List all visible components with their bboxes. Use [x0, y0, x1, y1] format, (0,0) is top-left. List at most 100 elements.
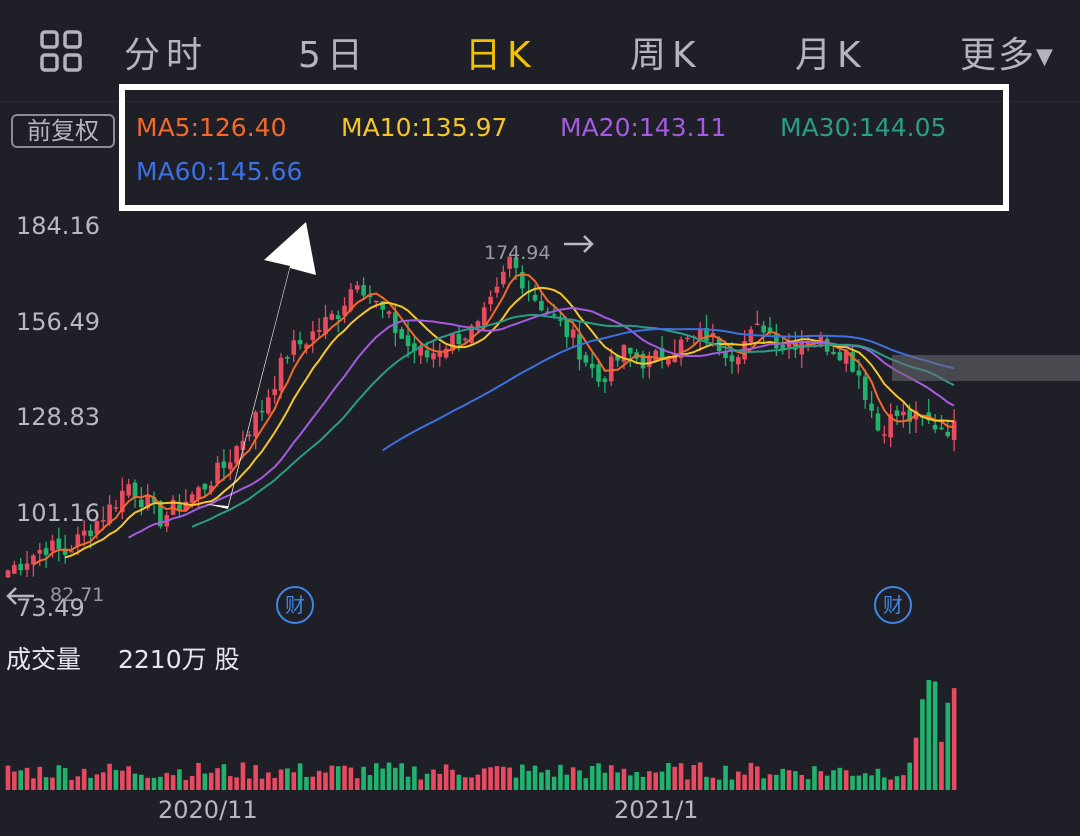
volume-bar [869, 775, 874, 790]
volume-bar [62, 767, 68, 790]
volume-bar [602, 772, 608, 790]
volume-bar [488, 767, 493, 790]
volume-bar [374, 763, 379, 790]
volume-bar [520, 764, 525, 790]
volume-bar [56, 765, 62, 790]
candle-body [50, 540, 55, 551]
volume-bar [69, 779, 74, 790]
candle-body [558, 319, 563, 321]
candle-body [532, 294, 538, 301]
candle-body [227, 462, 233, 470]
candle-body [481, 307, 487, 326]
volume-bar [323, 772, 328, 790]
volume-bar [862, 773, 868, 790]
volume-bar [875, 768, 881, 790]
candle-body [399, 329, 404, 339]
adjust-mode-button[interactable]: 前复权 [11, 114, 115, 148]
ma5-value: MA5:126.40 [136, 113, 287, 142]
volume-bar [939, 741, 944, 790]
volume-bar [437, 773, 443, 790]
candle-body [837, 352, 843, 361]
volume-bar [697, 762, 703, 790]
volume-bar [329, 765, 335, 790]
volume-bar [285, 768, 290, 790]
annotations [6, 222, 594, 605]
candle-body [24, 563, 30, 570]
tab-daily-k[interactable]: 日K [465, 35, 537, 76]
volume-bar [608, 765, 614, 790]
candle-body [901, 411, 906, 416]
volume-bar [253, 765, 258, 790]
volume-bar [577, 770, 582, 790]
candle-body [723, 350, 728, 359]
pointer-arrow-icon [206, 222, 316, 509]
volume-bar [215, 768, 220, 790]
tab-weekly-k[interactable]: 周K [630, 35, 702, 76]
volume-bar [526, 770, 531, 790]
volume-bar [24, 767, 30, 790]
candle-body [418, 345, 424, 356]
volume-bar [691, 765, 697, 790]
volume-bar [545, 769, 551, 790]
candle-body [570, 329, 576, 338]
candle-body [139, 499, 144, 508]
high-price-label: 174.94 [484, 242, 551, 264]
volume-bar [786, 770, 792, 790]
ma-lines [32, 273, 1080, 566]
ma30-value: MA30:144.05 [780, 113, 947, 142]
volume-bar [272, 777, 277, 790]
price-candles [5, 251, 957, 579]
low-arrow-icon [6, 587, 34, 605]
candle-body [640, 353, 646, 369]
candle-body [323, 317, 328, 335]
volume-bar [189, 775, 195, 790]
candle-body [126, 484, 131, 496]
volume-bar [647, 771, 652, 790]
candle-body [405, 335, 411, 346]
ma20-line [128, 306, 955, 539]
candle-body [456, 334, 462, 345]
tab-intraday[interactable]: 分时 [124, 35, 209, 76]
current-price-band [892, 355, 1080, 381]
candle-body [374, 300, 379, 303]
volume-bar [799, 774, 805, 790]
volume-bar [126, 766, 131, 790]
volume-bar [342, 765, 347, 790]
candle-body [729, 355, 735, 362]
candle-body [450, 333, 455, 351]
finance-report-marker[interactable]: 财 [874, 586, 912, 624]
volume-bar [234, 777, 239, 790]
volume-bar [5, 765, 11, 790]
volume-bar [596, 763, 601, 790]
volume-bar [177, 769, 182, 790]
volume-bar [666, 763, 671, 790]
volume-bar [386, 762, 392, 790]
volume-bar [824, 775, 830, 790]
tab-5-day[interactable]: 5日 [298, 35, 369, 76]
finance-report-marker[interactable]: 财 [276, 586, 314, 624]
candle-body [666, 360, 671, 365]
candle-body [151, 497, 157, 502]
volume-bar [94, 774, 100, 790]
grid-menu-icon[interactable] [40, 30, 82, 72]
volume-bar [723, 765, 728, 790]
volume-bar [564, 774, 570, 790]
candle-body [520, 272, 525, 289]
candle-body [412, 343, 417, 351]
volume-bar [424, 773, 430, 790]
volume-bar [291, 772, 297, 790]
candle-body [361, 285, 366, 296]
tab-monthly-k[interactable]: 月K [795, 35, 867, 76]
tab-more[interactable]: 更多▼ [960, 26, 1053, 78]
y-tick-label: 128.83 [16, 403, 100, 431]
volume-bar [50, 777, 55, 790]
volume-bar [501, 766, 506, 790]
volume-bar [513, 777, 519, 790]
candle-body [297, 339, 303, 345]
volume-bar [532, 765, 538, 790]
volume-bar [780, 768, 785, 790]
candle-body [939, 427, 944, 430]
candle-body [431, 353, 436, 360]
candle-body [774, 333, 779, 349]
